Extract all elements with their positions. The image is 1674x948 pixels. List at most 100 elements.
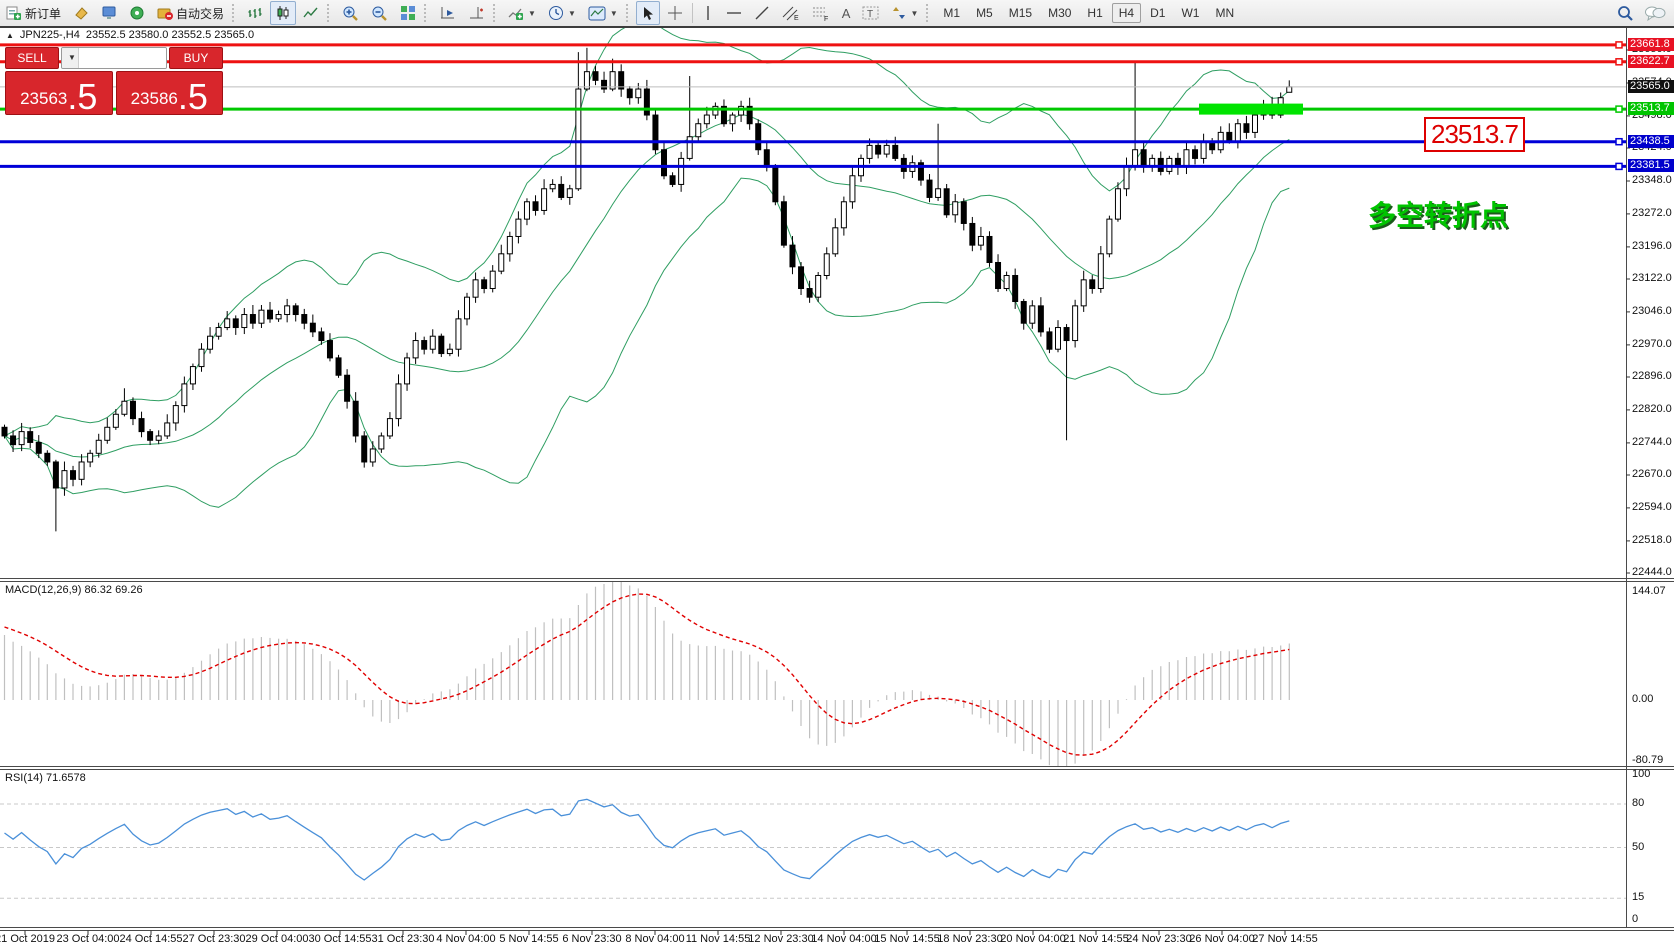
line-anchor-marker[interactable] xyxy=(1615,105,1623,113)
auto-trading-button[interactable]: 自动交易 xyxy=(152,1,229,25)
bull-candle xyxy=(566,188,573,198)
templates-button[interactable]: ▼ xyxy=(583,1,623,25)
crosshair-tool-button[interactable] xyxy=(662,1,688,25)
auto-scroll-button[interactable] xyxy=(434,1,461,25)
time-axis-label: 20 Nov 04:00 xyxy=(1000,933,1066,945)
time-axis-label: 15 Nov 14:55 xyxy=(874,933,940,945)
timeframe-m5-button[interactable]: M5 xyxy=(976,6,993,20)
bull-candle xyxy=(635,88,642,99)
eraser-button[interactable] xyxy=(68,1,94,25)
bull-candle xyxy=(121,400,128,415)
volume-decrease-button[interactable]: ▼ xyxy=(62,48,79,68)
arrows-tool-button[interactable]: ▼ xyxy=(887,1,923,25)
bull-candle xyxy=(207,335,214,350)
bull-candle xyxy=(87,452,94,463)
horizontal-line-tool-button[interactable] xyxy=(721,1,747,25)
timeframe-h4-button[interactable]: H4 xyxy=(1111,3,1142,23)
timeframe-group: M1 M5 M15 M30 H1 H4 D1 W1 MN xyxy=(935,3,1242,23)
line-anchor-marker[interactable] xyxy=(1615,41,1623,49)
macd-signal-line xyxy=(4,593,1290,756)
indicators-icon xyxy=(508,8,524,20)
sell-button[interactable]: SELL xyxy=(5,47,59,69)
main-pane[interactable] xyxy=(1,26,1293,532)
highlight-segment[interactable] xyxy=(1199,103,1303,115)
rsi-pane[interactable] xyxy=(0,798,1626,899)
fibonacci-tool-button[interactable]: F xyxy=(807,1,835,25)
equidistant-channel-tool-button[interactable]: E xyxy=(777,1,805,25)
periods-button[interactable]: ▼ xyxy=(543,1,581,25)
macd-pane[interactable] xyxy=(3,581,1290,768)
new-order-button[interactable]: 新订单 xyxy=(1,1,66,25)
signal-icon xyxy=(130,6,144,20)
text-tool-button[interactable]: A xyxy=(837,1,856,25)
bull-candle xyxy=(1251,114,1258,133)
timeframe-d1-button[interactable]: D1 xyxy=(1150,6,1166,20)
price-callout[interactable]: 23513.7 xyxy=(1424,117,1525,152)
cursor-icon xyxy=(643,6,653,20)
timeframe-w1-button[interactable]: W1 xyxy=(1181,6,1200,20)
line-anchor-marker[interactable] xyxy=(1615,137,1623,146)
arrows-icon xyxy=(893,7,906,19)
bull-candle xyxy=(1183,149,1190,168)
time-axis-label: 29 Oct 04:00 xyxy=(245,933,309,945)
bear-candle xyxy=(969,222,976,246)
bull-candle xyxy=(172,405,179,424)
sell-price-box[interactable]: 23563 .5 xyxy=(5,71,113,115)
time-axis-label: 14 Nov 04:00 xyxy=(811,933,877,945)
zoom-in-button[interactable] xyxy=(337,1,364,25)
vertical-line-tool-button[interactable] xyxy=(697,1,719,25)
bull-candle xyxy=(541,188,548,211)
bull-candle xyxy=(112,413,119,428)
crosshair-icon xyxy=(667,6,682,20)
collapse-panel-icon[interactable]: ▲ xyxy=(6,30,14,40)
time-axis-label: 23 Oct 04:00 xyxy=(56,933,120,945)
horizontal-line-icon xyxy=(726,12,741,14)
time-axis-label: 27 Oct 23:30 xyxy=(182,933,246,945)
timeframe-mn-button[interactable]: MN xyxy=(1215,6,1235,20)
chat-icon[interactable] xyxy=(1644,5,1666,22)
line-anchor-marker[interactable] xyxy=(1615,162,1623,171)
line-anchor-marker[interactable] xyxy=(1615,58,1623,66)
template-icon xyxy=(588,6,606,20)
market-watch-button[interactable] xyxy=(96,1,122,25)
buy-price-pip: .5 xyxy=(177,75,208,117)
chart-shift-button[interactable] xyxy=(463,1,490,25)
bull-candle xyxy=(472,279,479,298)
bar-chart-button[interactable] xyxy=(242,1,268,25)
bear-candle xyxy=(147,431,154,441)
signal-button[interactable] xyxy=(124,1,150,25)
trendline-tool-button[interactable] xyxy=(749,1,775,25)
candlestick-chart-button[interactable] xyxy=(270,1,297,25)
buy-price-box[interactable]: 23586 .5 xyxy=(115,71,223,117)
zoom-out-button[interactable] xyxy=(366,1,393,25)
bear-candle xyxy=(986,235,993,263)
bear-candle xyxy=(232,318,239,329)
rsi-axis-label: 0 xyxy=(1632,913,1639,925)
timeframe-h1-button[interactable]: H1 xyxy=(1087,6,1103,20)
price-chart[interactable] xyxy=(0,26,1674,948)
bull-candle xyxy=(369,448,376,463)
timeframe-m1-button[interactable]: M1 xyxy=(943,6,961,20)
timeframe-m15-button[interactable]: M15 xyxy=(1008,6,1033,20)
cursor-tool-button[interactable] xyxy=(635,1,660,25)
sell-price-main: 23563 xyxy=(20,89,68,108)
bear-candle xyxy=(875,144,882,155)
bull-candle xyxy=(815,274,822,298)
macd-name: MACD(12,26,9) xyxy=(5,584,82,596)
text-label-tool-button[interactable]: T xyxy=(857,1,885,25)
buy-button[interactable]: BUY xyxy=(169,47,223,69)
bull-candle xyxy=(241,314,248,329)
indicators-button[interactable]: ▼ xyxy=(503,1,541,25)
bull-candle xyxy=(429,335,436,350)
bear-candle xyxy=(1,426,8,437)
time-axis-label: 24 Nov 23:30 xyxy=(1126,933,1192,945)
volume-input[interactable] xyxy=(79,48,166,68)
bear-candle xyxy=(1063,327,1070,342)
bear-candle xyxy=(806,288,813,298)
note-annotation[interactable]: 多空转折点 xyxy=(1368,200,1509,231)
line-chart-button[interactable] xyxy=(298,1,324,25)
search-icon[interactable] xyxy=(1617,5,1634,22)
timeframe-m30-button[interactable]: M30 xyxy=(1048,6,1072,20)
tile-windows-button[interactable] xyxy=(395,1,421,25)
bull-candle xyxy=(1072,305,1079,342)
